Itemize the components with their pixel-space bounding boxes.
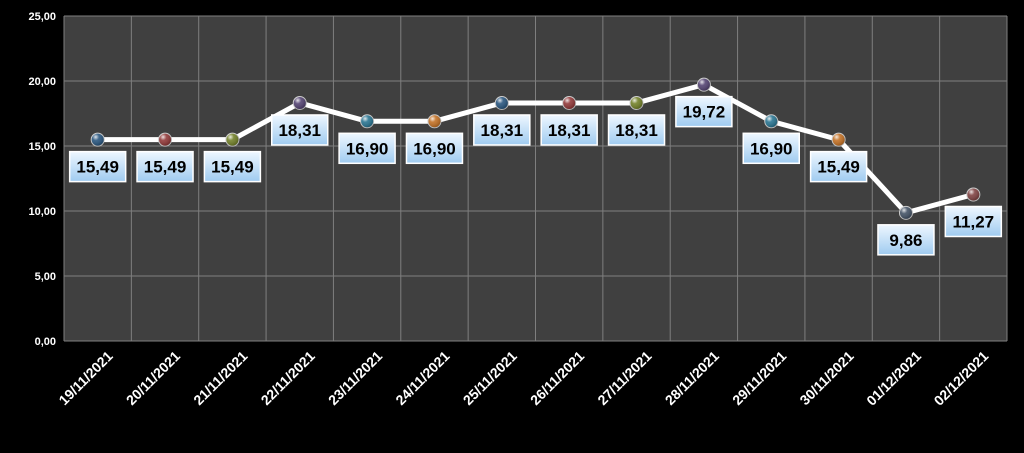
- data-point-shine: [293, 96, 307, 110]
- data-label: 9,86: [877, 224, 935, 256]
- data-point: [360, 114, 375, 129]
- data-point-shine: [966, 187, 980, 201]
- y-tick-label: 10,00: [28, 206, 56, 218]
- gridlines: [63, 15, 1008, 342]
- data-point-shine: [630, 96, 644, 110]
- data-label-box: [877, 224, 935, 256]
- data-label-box: [136, 150, 194, 183]
- data-label-text: 15,49: [817, 158, 860, 177]
- data-label-text: 18,31: [278, 121, 321, 140]
- data-label-box: [203, 150, 262, 183]
- series-line: [95, 82, 976, 216]
- data-label-text: 18,31: [548, 121, 591, 140]
- x-tick-label: 30/11/2021: [796, 348, 856, 408]
- data-label-text: 15,49: [76, 158, 119, 177]
- x-tick-label: 24/11/2021: [392, 348, 452, 408]
- x-tick-label: 28/11/2021: [662, 348, 722, 408]
- data-label: 15,49: [809, 150, 868, 183]
- x-tick-label: 20/11/2021: [123, 348, 183, 408]
- data-label: 18,31: [540, 114, 598, 146]
- data-point: [158, 132, 173, 147]
- data-point: [696, 77, 711, 92]
- data-point-shine: [764, 114, 778, 128]
- data-label: 16,90: [405, 132, 464, 165]
- data-label: 11,27: [944, 205, 1003, 238]
- data-label-text: 9,86: [889, 231, 922, 250]
- data-label-box: [338, 132, 396, 165]
- x-tick-label: 21/11/2021: [190, 348, 250, 408]
- data-label-text: 16,90: [413, 139, 456, 158]
- data-label: 15,49: [203, 150, 262, 183]
- data-label-text: 16,90: [346, 139, 389, 158]
- y-axis: 0,00 5,00 10,00 15,00 20,00 25,00: [28, 11, 56, 348]
- data-point: [90, 132, 105, 147]
- data-label-text: 18,31: [481, 121, 524, 140]
- data-point-shine: [562, 96, 576, 110]
- y-tick-label: 5,00: [35, 271, 56, 283]
- x-tick-label: 27/11/2021: [594, 348, 654, 408]
- data-label: 18,31: [607, 114, 666, 146]
- data-point-shine: [495, 96, 509, 110]
- data-label: 15,49: [68, 150, 127, 183]
- data-point-shine: [91, 133, 105, 147]
- data-point-shine: [899, 206, 913, 220]
- data-point: [764, 114, 779, 129]
- data-labels: 15,49 15,49 15,49 18,31 16,90 16,90 18,31 18,31…: [68, 95, 1003, 256]
- y-tick-label: 0,00: [35, 336, 56, 348]
- y-tick-label: 15,00: [28, 141, 56, 153]
- data-point-shine: [832, 133, 846, 147]
- data-label-text: 15,49: [144, 158, 187, 177]
- data-point-shine: [427, 114, 441, 128]
- y-tick-label: 20,00: [28, 76, 56, 88]
- data-label-box: [944, 205, 1003, 238]
- x-tick-label: 01/12/2021: [863, 348, 924, 409]
- data-label-box: [607, 114, 666, 146]
- x-tick-label: 02/12/2021: [931, 348, 992, 409]
- data-label-box: [742, 132, 800, 165]
- data-label-text: 16,90: [750, 139, 793, 158]
- data-label-box: [271, 114, 329, 146]
- data-point: [898, 205, 913, 220]
- data-label-text: 18,31: [615, 121, 658, 140]
- data-label-box: [675, 95, 733, 128]
- data-label-text: 15,49: [211, 158, 254, 177]
- x-tick-label: 22/11/2021: [258, 348, 318, 408]
- data-point: [562, 95, 577, 110]
- data-label-text: 19,72: [683, 103, 726, 122]
- y-tick-label: 25,00: [28, 11, 56, 23]
- data-point: [494, 95, 509, 110]
- x-axis: 19/11/2021 20/11/2021 21/11/2021 22/11/2021…: [55, 348, 991, 409]
- data-point: [427, 114, 442, 129]
- data-label-box: [809, 150, 868, 183]
- data-label: 18,31: [473, 114, 531, 146]
- data-label: 16,90: [742, 132, 800, 165]
- data-label-box: [405, 132, 464, 165]
- x-tick-label: 19/11/2021: [55, 348, 115, 408]
- data-point: [831, 132, 846, 147]
- data-point-shine: [697, 78, 711, 92]
- x-tick-label: 29/11/2021: [729, 348, 789, 408]
- data-label: 15,49: [136, 150, 194, 183]
- x-tick-label: 26/11/2021: [527, 348, 587, 408]
- data-point: [629, 95, 644, 110]
- data-label-box: [68, 150, 127, 183]
- data-point-shine: [360, 114, 374, 128]
- series-line-path: [95, 82, 976, 216]
- data-point-shine: [225, 133, 239, 147]
- data-markers: [90, 77, 981, 220]
- data-label-box: [540, 114, 598, 146]
- data-label: 19,72: [675, 95, 733, 128]
- data-label-box: [473, 114, 531, 146]
- data-label-text: 11,27: [953, 212, 995, 231]
- data-point: [966, 187, 981, 202]
- x-tick-label: 23/11/2021: [325, 348, 385, 408]
- data-point-shine: [158, 133, 172, 147]
- data-point: [292, 95, 307, 110]
- data-point: [225, 132, 240, 147]
- data-label: 16,90: [338, 132, 396, 165]
- data-label: 18,31: [271, 114, 329, 146]
- x-tick-label: 25/11/2021: [460, 348, 520, 408]
